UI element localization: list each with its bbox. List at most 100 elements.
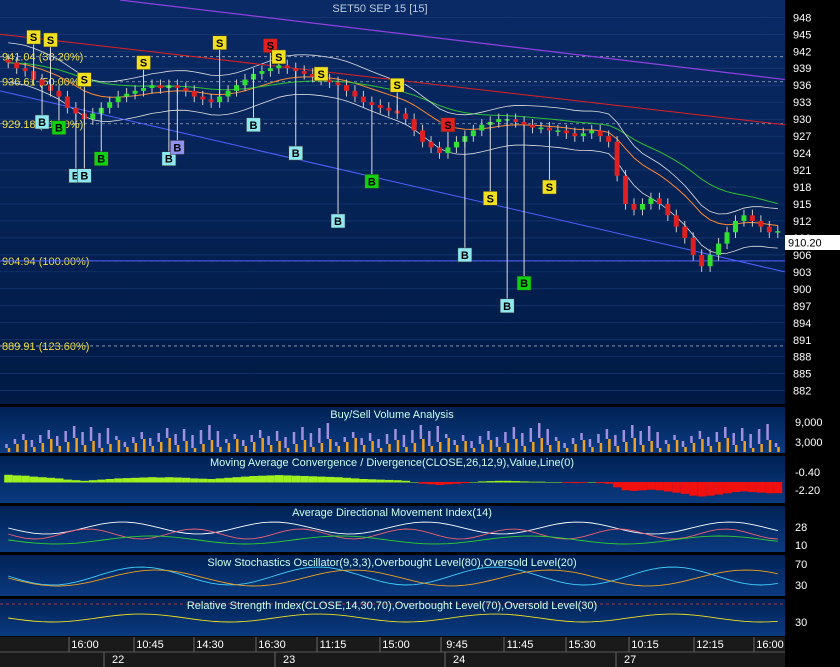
adx-panel[interactable]: Average Directional Movement Index(14) 2… [0, 506, 807, 552]
volume-bar-buy [436, 426, 440, 442]
volume-bar-sell [269, 445, 273, 452]
candle-body [437, 147, 443, 154]
volume-bar-sell [481, 444, 484, 452]
candle-body [690, 237, 696, 255]
volume-bar-sell [202, 444, 205, 452]
time-label: 15:30 [568, 639, 596, 651]
buy-signal [170, 140, 185, 155]
buy-signal [246, 117, 261, 133]
stochastic-tick-1: 70 [795, 559, 807, 571]
stochastic-panel[interactable]: Slow Stochastics Oscillator(9,3,3),Overb… [0, 555, 807, 596]
stochastic-tick-2: 30 [795, 580, 807, 592]
volume-bar-sell [236, 439, 239, 452]
time-label: 16:30 [258, 639, 286, 651]
macd-panel[interactable]: Moving Average Convergence / Divergence(… [0, 456, 820, 503]
candle-body [631, 204, 637, 210]
volume-bar-buy [707, 437, 710, 446]
candle-body [225, 90, 231, 97]
volume-bar-buy [614, 435, 617, 446]
buy-signal-label: B [520, 278, 528, 290]
volume-bar-buy [284, 437, 287, 448]
candle-body [22, 68, 28, 72]
volume-bar-sell [718, 442, 721, 452]
buy-signal-label: B [165, 154, 173, 166]
volume-bar-sell [345, 442, 349, 452]
volume-bar-sell [303, 440, 307, 452]
volume-bar-buy [749, 434, 752, 448]
candle-body [217, 96, 223, 103]
rsi-title: Relative Strength Index(CLOSE,14,30,70),… [187, 600, 597, 612]
volume-bar-sell [506, 443, 510, 452]
buy-signal [77, 168, 92, 183]
candle-body [411, 119, 417, 131]
volume-bar-buy [521, 433, 524, 446]
volume-bar-sell [109, 444, 112, 452]
sell-signal [77, 72, 92, 87]
volume-bar-buy [673, 435, 676, 440]
rsi-panel[interactable]: Relative Strength Index(CLOSE,14,30,70),… [0, 599, 807, 636]
sell-signal-label: S [444, 120, 451, 132]
volume-bar-sell [50, 439, 53, 452]
buy-signal-label: B [72, 171, 80, 183]
candle-body [39, 79, 45, 86]
volume-bar-sell [134, 443, 138, 452]
candle-body [335, 82, 341, 86]
volume-bar-sell [532, 442, 535, 452]
volume-bar-buy [732, 433, 735, 445]
volume-bar-buy [242, 440, 245, 446]
candle-body [360, 96, 366, 103]
buy-signal [51, 120, 67, 135]
last-price-box [785, 235, 840, 250]
volume-bar-sell [447, 438, 450, 452]
volume-bar-buy [537, 423, 541, 438]
volume-bar-buy [487, 431, 490, 440]
volume-bar-buy [225, 439, 228, 443]
volume-bar-sell [83, 445, 87, 452]
volume-bar-buy [98, 433, 101, 448]
sell-signal [263, 38, 278, 53]
buy-signal-label: B [55, 123, 63, 135]
candle-body [479, 124, 485, 131]
candle-body [56, 90, 62, 97]
sell-signal [271, 49, 287, 65]
volume-bar-sell [24, 440, 28, 452]
volume-bar-sell [396, 440, 400, 452]
volume-bar-buy [318, 428, 321, 443]
candle-body [149, 85, 155, 89]
volume-bar-buy [461, 435, 465, 441]
volume-bar-buy [631, 425, 634, 438]
volume-tick-2: 3,000 [795, 437, 823, 449]
time-axis: 16:00 10:45 14:30 16:30 11:15 15:00 9:45 11:45 1… [0, 637, 785, 667]
volume-title: Buy/Sell Volume Analysis [330, 409, 454, 421]
buy-signal [364, 174, 380, 189]
price-panel[interactable]: 941.04 (38.20%)936.61 (50.00%)929.18 (61… [0, 0, 786, 404]
sell-signal-label: S [394, 80, 401, 92]
candle-body [749, 215, 755, 221]
volume-bar-sell [354, 438, 357, 452]
candle-body [200, 96, 206, 100]
candle-body [107, 102, 113, 108]
volume-bar-buy [326, 423, 330, 439]
candle-body [530, 124, 536, 128]
volume-bar-sell [227, 443, 231, 452]
volume-bar-buy [81, 432, 84, 445]
volume-bar-sell [92, 441, 95, 452]
price-tick-label: 948 [793, 12, 811, 24]
sell-signal-label: S [487, 193, 494, 205]
candle-body [242, 79, 248, 86]
candle-body [208, 99, 214, 103]
candle-body [267, 68, 273, 72]
volume-bar-sell [591, 447, 594, 452]
volume-bar-buy [690, 436, 693, 443]
price-tick-label: 945 [793, 29, 811, 41]
volume-panel[interactable]: Buy/Sell Volume Analysis 9,000 3,000 [0, 407, 823, 453]
candle-body [369, 102, 375, 105]
candle-body [665, 204, 671, 216]
macd-tick-2: -2.20 [795, 485, 820, 497]
volume-bar-sell [701, 439, 704, 452]
price-tick-label: 894 [793, 318, 811, 330]
volume-bar-sell [422, 439, 425, 452]
volume-bar-sell [684, 447, 687, 452]
sell-signal [43, 32, 58, 48]
